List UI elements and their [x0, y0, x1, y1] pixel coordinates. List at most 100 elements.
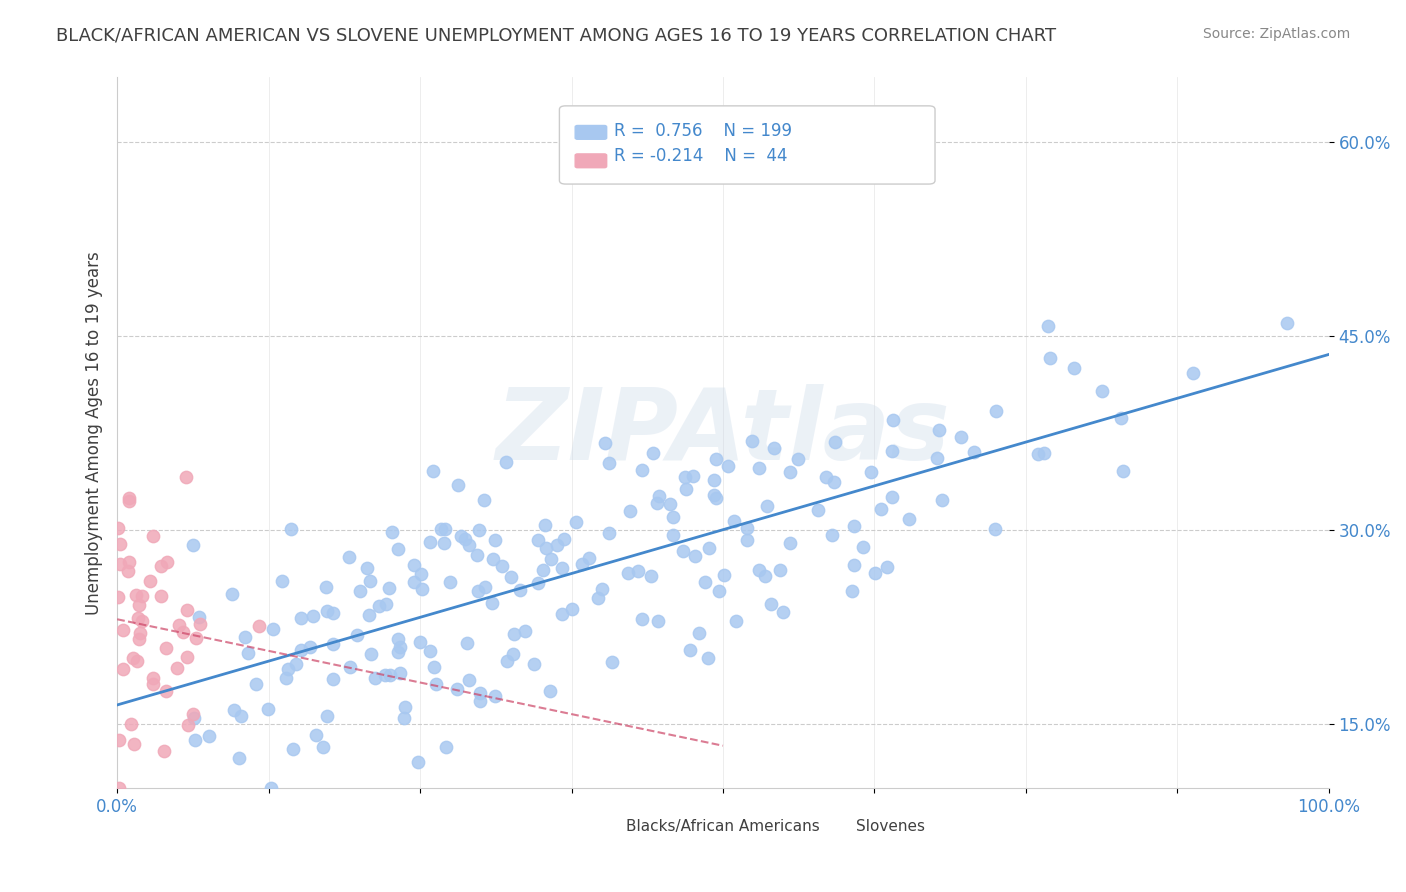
Text: Blacks/African Americans: Blacks/African Americans: [626, 819, 820, 834]
Point: [962, 445, 984, 459]
Point: [876, 560, 898, 574]
Point: [322, 606, 344, 620]
Point: [281, 742, 304, 756]
Point: [484, 690, 506, 704]
Point: [128, 632, 150, 647]
Point: [172, 625, 194, 640]
Point: [683, 549, 706, 563]
Point: [290, 610, 312, 624]
Point: [290, 643, 312, 657]
Point: [673, 470, 696, 484]
Point: [311, 740, 333, 755]
Point: [617, 566, 640, 581]
Point: [260, 781, 283, 796]
Point: [406, 756, 429, 770]
Text: BLACK/AFRICAN AMERICAN VS SLOVENE UNEMPLOYMENT AMONG AGES 16 TO 19 YEARS CORRELA: BLACK/AFRICAN AMERICAN VS SLOVENE UNEMPL…: [56, 27, 1056, 45]
Point: [565, 515, 588, 529]
Point: [502, 648, 524, 662]
Point: [515, 624, 537, 639]
Point: [142, 671, 165, 685]
Point: [591, 582, 613, 596]
Point: [285, 657, 308, 672]
Point: [409, 635, 432, 649]
Point: [368, 599, 391, 614]
Point: [360, 647, 382, 661]
Point: [174, 469, 197, 483]
Point: [404, 558, 426, 572]
Point: [392, 711, 415, 725]
Point: [188, 617, 211, 632]
Point: [703, 488, 725, 502]
Point: [484, 533, 506, 548]
Point: [474, 581, 496, 595]
Point: [387, 632, 409, 646]
Point: [364, 671, 387, 685]
Point: [927, 451, 949, 466]
FancyBboxPatch shape: [581, 815, 616, 843]
Point: [527, 575, 550, 590]
Point: [931, 492, 953, 507]
Point: [509, 583, 531, 598]
Point: [433, 536, 456, 550]
Point: [821, 528, 844, 542]
Point: [302, 608, 325, 623]
Point: [118, 494, 141, 508]
Point: [378, 668, 401, 682]
Point: [155, 684, 177, 698]
Point: [863, 566, 886, 581]
Point: [1026, 447, 1049, 461]
Point: [499, 570, 522, 584]
Point: [984, 522, 1007, 536]
Point: [142, 529, 165, 543]
Point: [495, 654, 517, 668]
Point: [481, 551, 503, 566]
Point: [245, 676, 267, 690]
Point: [374, 598, 396, 612]
Point: [346, 628, 368, 642]
Point: [717, 459, 740, 474]
Text: R =  0.756    N = 199: R = 0.756 N = 199: [614, 121, 792, 140]
Point: [880, 490, 903, 504]
Point: [120, 716, 142, 731]
Point: [598, 456, 620, 470]
Point: [457, 538, 479, 552]
Point: [1275, 316, 1298, 330]
Point: [571, 558, 593, 572]
Point: [456, 635, 478, 649]
Point: [481, 596, 503, 610]
Point: [108, 537, 131, 551]
Point: [707, 584, 730, 599]
Point: [357, 608, 380, 623]
Point: [841, 584, 863, 599]
Point: [546, 538, 568, 552]
Point: [647, 489, 669, 503]
Point: [763, 442, 786, 456]
Point: [315, 580, 337, 594]
Point: [430, 522, 453, 536]
Point: [233, 630, 256, 644]
Point: [277, 662, 299, 676]
Point: [551, 607, 574, 621]
Point: [631, 463, 654, 477]
Point: [422, 660, 444, 674]
Point: [593, 436, 616, 450]
Point: [181, 706, 204, 721]
Point: [131, 589, 153, 603]
Point: [411, 582, 433, 597]
Point: [787, 451, 810, 466]
Point: [465, 549, 488, 563]
Point: [387, 644, 409, 658]
Point: [950, 430, 973, 444]
Point: [1112, 464, 1135, 478]
Point: [305, 729, 328, 743]
Point: [619, 503, 641, 517]
Point: [984, 404, 1007, 418]
Point: [844, 519, 866, 533]
Point: [586, 591, 609, 605]
Point: [859, 465, 882, 479]
Point: [844, 558, 866, 572]
Point: [422, 464, 444, 478]
Point: [184, 631, 207, 645]
Point: [779, 465, 801, 479]
Point: [409, 567, 432, 582]
